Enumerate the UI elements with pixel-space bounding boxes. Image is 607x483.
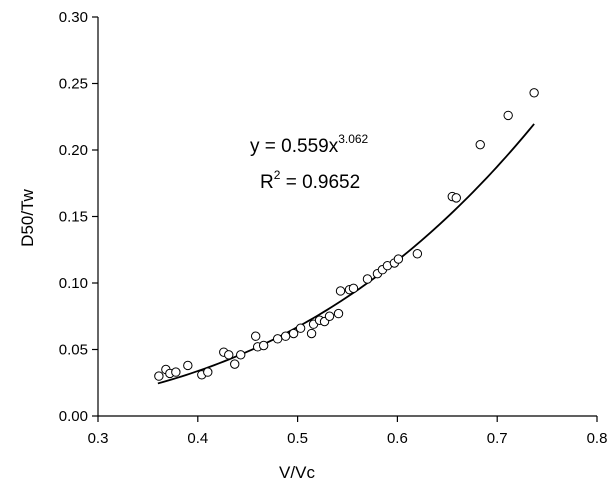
data-point xyxy=(333,308,344,319)
data-point xyxy=(258,340,269,351)
data-point xyxy=(393,254,404,264)
equation-exponent: 3.062 xyxy=(338,132,368,146)
y-tick-label: 0.00 xyxy=(59,408,88,425)
data-point xyxy=(412,249,423,259)
r2-suffix: = 0.9652 xyxy=(280,172,360,193)
data-points xyxy=(154,88,539,381)
x-axis-title: V/Vc xyxy=(279,463,315,482)
data-point xyxy=(250,331,261,341)
data-point xyxy=(171,367,181,377)
axis-ticks xyxy=(92,16,598,422)
data-point xyxy=(224,350,234,360)
data-point xyxy=(306,328,317,339)
trendline-equation: y = 0.559x3.062 xyxy=(250,132,369,157)
data-point xyxy=(154,371,164,381)
data-point xyxy=(503,110,513,121)
x-tick-label: 0.6 xyxy=(387,430,408,447)
data-point xyxy=(183,360,193,371)
data-point xyxy=(203,367,213,377)
r2-prefix: R xyxy=(260,172,274,193)
data-point xyxy=(288,328,299,339)
x-tick-label: 0.3 xyxy=(88,430,109,447)
x-tick-label: 0.5 xyxy=(287,430,308,447)
x-tick-label: 0.7 xyxy=(487,430,508,447)
y-tick-label: 0.15 xyxy=(59,209,88,226)
equation-prefix: y = 0.559x xyxy=(250,136,339,157)
power-trendline xyxy=(157,123,535,385)
data-point xyxy=(362,274,373,284)
data-point xyxy=(451,193,461,203)
y-axis-title: D50/Tw xyxy=(18,188,37,246)
data-point xyxy=(335,286,346,296)
data-point xyxy=(324,311,335,321)
data-point xyxy=(272,334,283,344)
data-point xyxy=(348,283,359,294)
data-point xyxy=(529,88,539,98)
x-tick-label: 0.8 xyxy=(587,430,607,447)
data-point xyxy=(230,359,240,369)
data-point xyxy=(295,323,306,333)
x-tick-label: 0.4 xyxy=(187,430,208,447)
tick-labels: 0.3 0.4 0.5 0.6 0.7 0.8 0.00 0.05 0.10 0.15 0.20 0.… xyxy=(59,9,607,447)
data-point xyxy=(475,139,485,150)
data-point xyxy=(280,331,291,341)
y-tick-label: 0.30 xyxy=(59,9,88,26)
r-squared-label: R2 = 0.9652 xyxy=(260,168,360,193)
y-tick-label: 0.10 xyxy=(59,275,88,292)
data-point xyxy=(236,350,246,360)
y-tick-label: 0.05 xyxy=(59,342,88,359)
y-tick-label: 0.25 xyxy=(59,76,88,93)
y-tick-label: 0.20 xyxy=(59,142,88,159)
r2-exponent: 2 xyxy=(274,168,281,182)
